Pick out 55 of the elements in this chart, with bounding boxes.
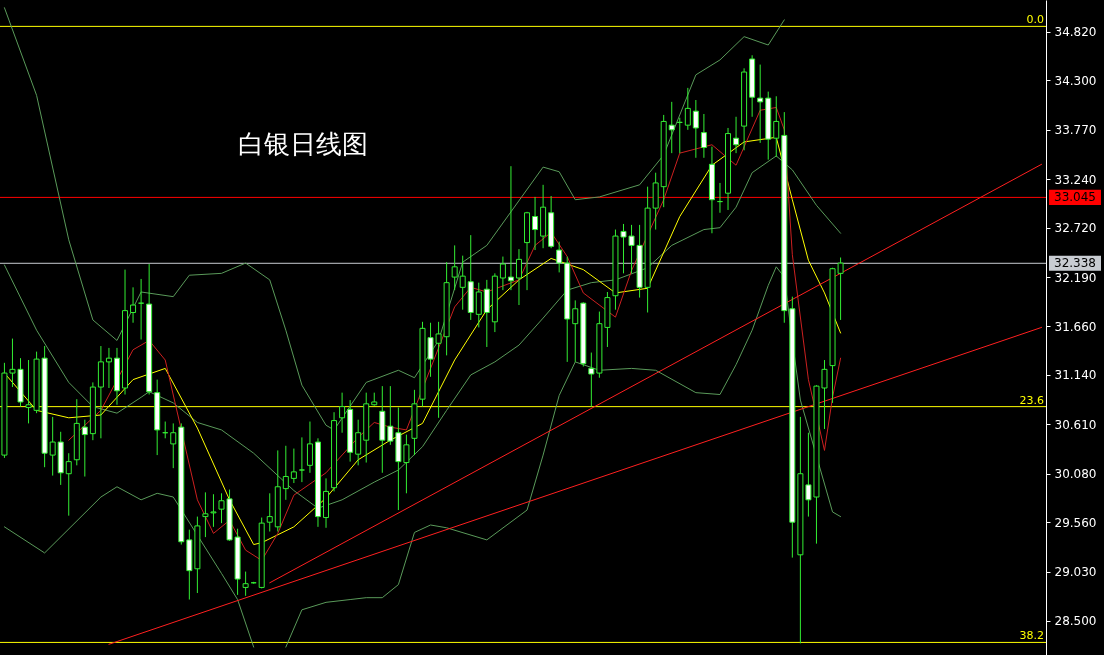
annotation: 23.6 bbox=[1019, 393, 1044, 407]
y-tick-label: 31.660 bbox=[1054, 319, 1097, 334]
candlestick bbox=[556, 241, 563, 273]
y-tick-label: 33.240 bbox=[1054, 172, 1097, 187]
candlestick bbox=[290, 448, 297, 484]
line-series bbox=[285, 266, 842, 648]
candlestick bbox=[515, 248, 522, 306]
y-tick-label: 30.610 bbox=[1054, 417, 1097, 432]
candlestick bbox=[298, 436, 305, 483]
y-tick-label: 29.030 bbox=[1054, 565, 1097, 580]
candlestick bbox=[668, 101, 675, 154]
annotation: 38.2 bbox=[1019, 629, 1044, 643]
y-tick-label: 29.560 bbox=[1054, 515, 1097, 530]
candlestick bbox=[81, 419, 88, 478]
candlestick bbox=[532, 196, 539, 251]
candlestick bbox=[306, 421, 313, 474]
y-tick-label: 32.720 bbox=[1054, 221, 1097, 236]
candlestick bbox=[483, 279, 490, 348]
candlestick bbox=[757, 64, 764, 144]
ref-line-label: 32.338 bbox=[1054, 256, 1096, 271]
candlestick bbox=[451, 244, 458, 291]
candlestick bbox=[266, 492, 273, 533]
line-series bbox=[3, 7, 785, 431]
y-tick-label: 30.080 bbox=[1054, 467, 1097, 482]
candlestick bbox=[387, 385, 394, 446]
candlestick bbox=[49, 416, 56, 477]
candlestick bbox=[475, 282, 482, 328]
text: 白银日线图 bbox=[238, 129, 368, 159]
annotation: 0.0 bbox=[1026, 13, 1044, 27]
candlestick bbox=[499, 256, 506, 291]
candlestick bbox=[507, 165, 514, 291]
candlestick bbox=[339, 392, 346, 434]
candlestick bbox=[572, 299, 579, 363]
candlestick bbox=[692, 99, 699, 159]
y-tick-label: 34.820 bbox=[1054, 25, 1097, 40]
y-tick-label: 33.770 bbox=[1054, 123, 1097, 138]
y-tick-label: 32.190 bbox=[1054, 270, 1097, 285]
candlestick bbox=[170, 422, 177, 469]
candlestick bbox=[733, 116, 740, 154]
candlestick bbox=[105, 347, 112, 389]
candlestick bbox=[282, 445, 289, 501]
y-tick-label: 34.300 bbox=[1054, 73, 1097, 88]
y-tick-label: 28.500 bbox=[1054, 614, 1097, 629]
candlestick bbox=[700, 113, 707, 159]
candlestick bbox=[242, 571, 249, 597]
candlestick bbox=[588, 352, 595, 408]
candlestick bbox=[459, 255, 466, 311]
candlestick bbox=[130, 286, 137, 324]
y-tick-label: 31.140 bbox=[1054, 368, 1097, 383]
candlestick bbox=[355, 419, 362, 466]
candlestick bbox=[684, 87, 691, 131]
ref-line-label: 33.045 bbox=[1054, 190, 1096, 205]
line-series bbox=[3, 486, 255, 648]
candlestick bbox=[65, 452, 72, 517]
candlestick bbox=[773, 95, 780, 158]
